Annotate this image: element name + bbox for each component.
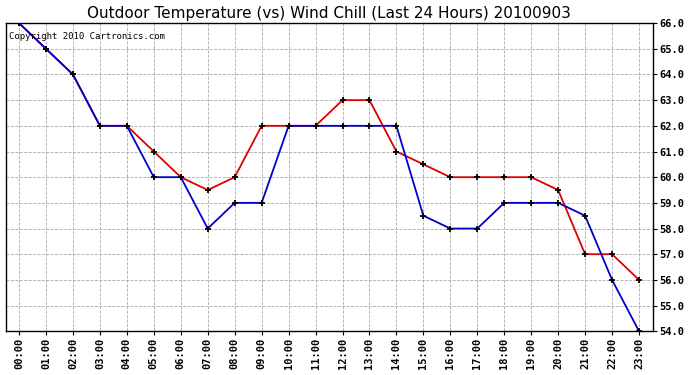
- Title: Outdoor Temperature (vs) Wind Chill (Last 24 Hours) 20100903: Outdoor Temperature (vs) Wind Chill (Las…: [87, 6, 571, 21]
- Text: Copyright 2010 Cartronics.com: Copyright 2010 Cartronics.com: [9, 32, 165, 41]
